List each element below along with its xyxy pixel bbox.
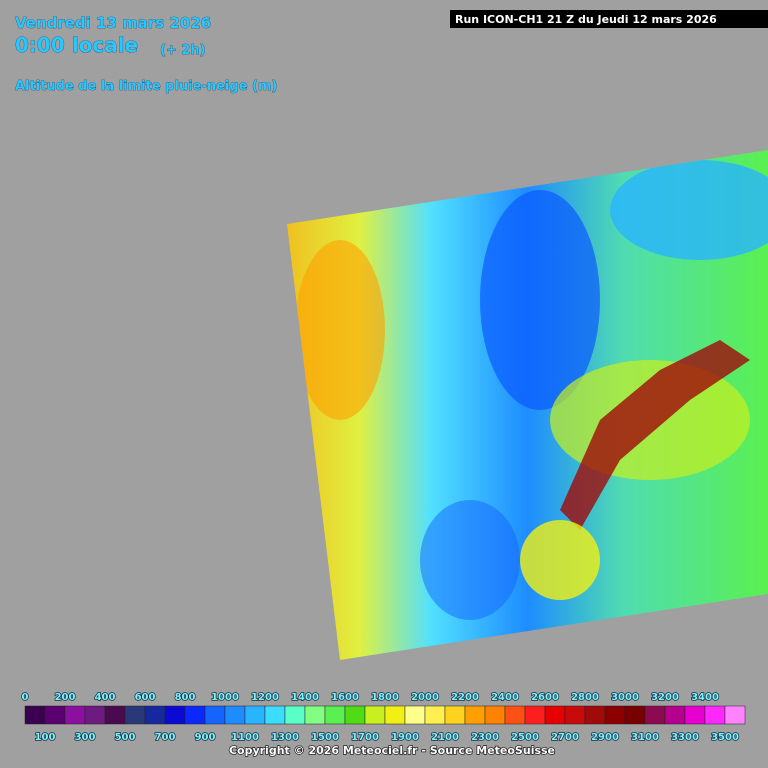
legend-label: 0	[22, 692, 29, 703]
legend-swatch	[104, 705, 126, 725]
parameter: Altitude de la limite pluie-neige (m)	[15, 79, 277, 94]
legend-label: 1300	[271, 732, 299, 743]
legend-label: 3300	[671, 732, 699, 743]
legend-label: 500	[115, 732, 136, 743]
legend-swatch	[224, 705, 246, 725]
legend-label: 2600	[531, 692, 559, 703]
legend-swatch	[464, 705, 486, 725]
legend-label: 2800	[571, 692, 599, 703]
legend-swatch	[204, 705, 226, 725]
legend-swatch	[324, 705, 346, 725]
legend-label: 3400	[691, 692, 719, 703]
legend-swatch	[244, 705, 266, 725]
legend-swatch	[624, 705, 646, 725]
legend-swatch	[64, 705, 86, 725]
legend-label: 900	[195, 732, 216, 743]
legend-swatch	[444, 705, 466, 725]
legend-label: 1400	[291, 692, 319, 703]
field-blob	[480, 190, 600, 410]
legend-label: 1600	[331, 692, 359, 703]
legend-swatch	[644, 705, 666, 725]
legend-swatch	[364, 705, 386, 725]
legend-label: 2500	[511, 732, 539, 743]
legend-label: 400	[95, 692, 116, 703]
legend-label: 1500	[311, 732, 339, 743]
legend-label: 700	[155, 732, 176, 743]
legend-label: 800	[175, 692, 196, 703]
legend-swatch	[264, 705, 286, 725]
legend-swatch	[564, 705, 586, 725]
legend-label: 2400	[491, 692, 519, 703]
field-blob	[560, 340, 750, 530]
legend-swatch	[544, 705, 566, 725]
field-blob	[420, 500, 520, 620]
legend-label: 300	[75, 732, 96, 743]
legend-label: 1100	[231, 732, 259, 743]
legend-label: 600	[135, 692, 156, 703]
legend-swatch	[704, 705, 726, 725]
field-blob	[295, 240, 385, 420]
legend-label: 1000	[211, 692, 239, 703]
legend-label: 1900	[391, 732, 419, 743]
copyright: Copyright © 2026 Meteociel.fr - Source M…	[229, 744, 555, 757]
offset: (+ 2h)	[160, 43, 206, 58]
legend-label: 2300	[471, 732, 499, 743]
legend-label: 3500	[711, 732, 739, 743]
legend-swatch	[684, 705, 706, 725]
legend-swatch	[284, 705, 306, 725]
legend-swatch	[24, 705, 46, 725]
legend-label: 2200	[451, 692, 479, 703]
legend-label: 100	[35, 732, 56, 743]
legend-swatch	[484, 705, 506, 725]
legend-label: 2700	[551, 732, 579, 743]
legend-label: 1200	[251, 692, 279, 703]
field-blob	[610, 160, 768, 260]
legend-swatch	[384, 705, 406, 725]
legend-swatch	[664, 705, 686, 725]
legend-swatch	[504, 705, 526, 725]
legend-swatch	[184, 705, 206, 725]
legend-swatch	[84, 705, 106, 725]
time: 0:00 locale	[15, 33, 138, 57]
legend-swatch	[304, 705, 326, 725]
legend-swatch	[604, 705, 626, 725]
run: Run ICON-CH1 21 Z du Jeudi 12 mars 2026	[455, 13, 717, 26]
legend-swatch	[44, 705, 66, 725]
legend-swatch	[144, 705, 166, 725]
legend-swatch	[124, 705, 146, 725]
legend: 0 200 400 600 800 1000 1200 1400 1600 1800 2000 220…	[21, 691, 746, 744]
legend-swatch	[164, 705, 186, 725]
date: Vendredi 13 mars 2026	[15, 14, 211, 32]
legend-label: 3100	[631, 732, 659, 743]
legend-label: 2100	[431, 732, 459, 743]
legend-label: 3000	[611, 692, 639, 703]
legend-label: 2900	[591, 732, 619, 743]
legend-swatch	[424, 705, 446, 725]
legend-swatch	[344, 705, 366, 725]
model-domain	[287, 150, 768, 660]
legend-swatch	[404, 705, 426, 725]
legend-label: 2000	[411, 692, 439, 703]
legend-swatch	[524, 705, 546, 725]
legend-swatch	[584, 705, 606, 725]
legend-swatch	[724, 705, 746, 725]
run-box	[450, 10, 768, 28]
field-blob	[520, 520, 600, 600]
legend-label: 1700	[351, 732, 379, 743]
legend-label: 200	[55, 692, 76, 703]
legend-label: 3200	[651, 692, 679, 703]
legend-label: 1800	[371, 692, 399, 703]
